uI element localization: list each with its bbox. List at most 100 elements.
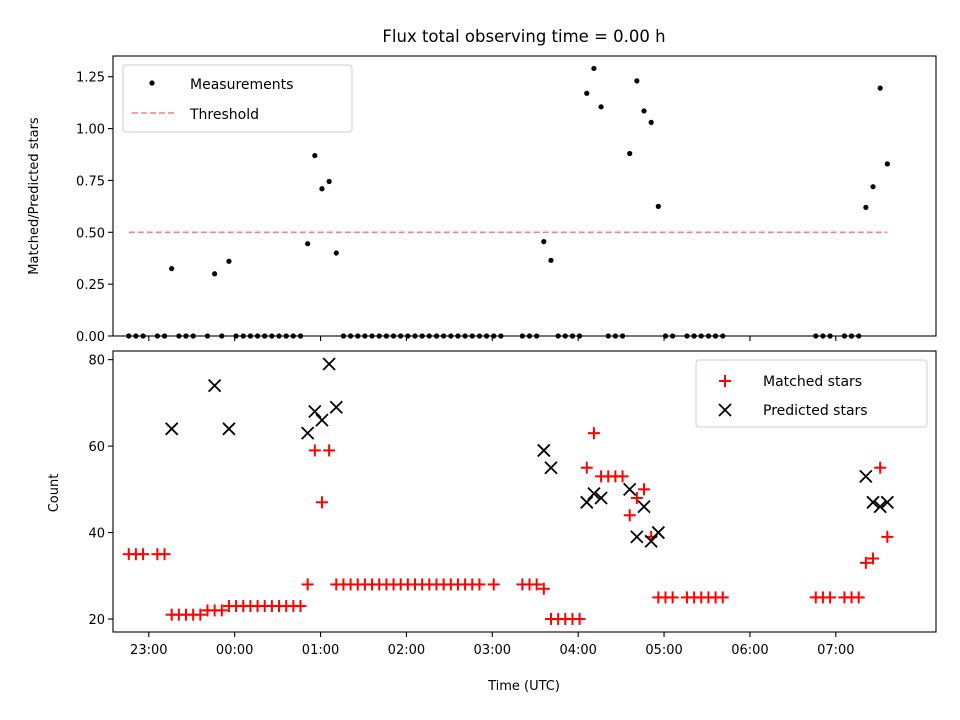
matched-stars-point	[487, 578, 500, 591]
ratio-y-tick-label: 0.25	[76, 278, 105, 293]
x-tick-label: 06:00	[731, 643, 768, 658]
predicted-stars-point	[315, 413, 329, 427]
matched-stars-point	[308, 444, 321, 457]
predicted-stars-point	[308, 404, 322, 419]
measurement-point	[591, 65, 597, 72]
predicted-stars-point	[623, 482, 637, 496]
x-tick-label: 05:00	[645, 643, 682, 658]
measurement-point	[548, 257, 554, 263]
measurement-point	[212, 271, 218, 277]
predicted-stars-point	[594, 491, 608, 505]
matched-stars-point	[580, 461, 593, 474]
x-tick-label: 23:00	[130, 643, 167, 658]
count-marks	[122, 357, 894, 626]
predicted-stars-point	[859, 469, 873, 484]
predicted-stars-point	[301, 426, 315, 440]
measurement-point	[877, 85, 883, 91]
matched-stars-point	[215, 604, 228, 617]
measurement-point	[648, 119, 654, 125]
matched-stars-point	[716, 591, 729, 604]
x-tick-label: 07:00	[817, 643, 854, 658]
x-tick-label: 00:00	[216, 643, 253, 658]
predicted-stars-point	[866, 495, 880, 509]
measurement-point	[655, 203, 661, 209]
legend-threshold-label: Threshold	[189, 107, 259, 123]
count-legend-box	[695, 359, 928, 428]
matched-stars-point	[537, 582, 550, 595]
matched-stars-point	[587, 427, 600, 440]
matched-stars-point	[859, 556, 872, 569]
matched-stars-point	[194, 608, 207, 621]
measurement-point	[884, 161, 890, 167]
predicted-stars-point	[222, 422, 236, 436]
measurement-point	[541, 239, 547, 245]
measurement-point	[598, 104, 604, 110]
matched-stars-point	[852, 591, 865, 604]
predicted-stars-point	[207, 378, 222, 393]
legend-predicted-marker	[718, 403, 732, 417]
predicted-stars-point	[873, 499, 887, 514]
matched-stars-point	[315, 496, 328, 509]
predicted-stars-point	[587, 487, 601, 501]
measurement-point	[319, 186, 325, 192]
matched-stars-point	[623, 509, 636, 522]
count-axes-frame	[112, 350, 937, 633]
matched-stars-point	[867, 552, 880, 565]
measurement-point	[226, 258, 232, 264]
ratio-panel: Flux total observing time = 0.00 h Match…	[27, 27, 937, 345]
matched-stars-point	[824, 591, 837, 604]
predicted-stars-point	[644, 534, 658, 548]
count-y-tick-label: 40	[88, 527, 105, 542]
ratio-legend: Measurements Threshold	[122, 64, 353, 133]
count-panel: Count Time (UTC) 20 40 60 80 23:00 00:00 01:0…	[47, 350, 937, 694]
matched-stars-point	[294, 600, 307, 613]
measurement-point	[870, 184, 876, 190]
measurement-point	[312, 152, 318, 159]
predicted-stars-point	[165, 422, 179, 436]
matched-stars-point	[630, 491, 643, 504]
measurement-point	[627, 150, 633, 157]
count-y-axis-label: Count	[47, 474, 62, 513]
matched-stars-point	[323, 444, 336, 457]
measurement-point	[641, 108, 647, 114]
predicted-stars-point	[322, 357, 336, 371]
matched-stars-point	[301, 578, 314, 591]
predicted-stars-point	[630, 530, 644, 544]
predicted-stars-point	[544, 461, 558, 475]
matched-stars-point	[638, 483, 651, 496]
x-tick-label: 03:00	[474, 643, 511, 658]
ratio-legend-box	[122, 64, 353, 133]
measurement-point	[634, 78, 640, 84]
x-tick-label: 01:00	[302, 643, 339, 658]
ratio-y-ticks: 0.00 0.25 0.50 0.75 1.00 1.25	[76, 71, 113, 345]
matched-stars-point	[137, 548, 150, 561]
x-axis-label: Time (UTC)	[487, 679, 560, 694]
matched-stars-point	[666, 591, 679, 604]
ratio-axes-frame	[112, 55, 937, 337]
legend-predicted-label: Predicted stars	[763, 403, 868, 419]
count-y-tick-label: 20	[88, 613, 105, 628]
ratio-y-axis-label: Matched/Predicted stars	[27, 117, 42, 275]
x-tick-label: 04:00	[559, 643, 596, 658]
matched-stars-point	[473, 578, 486, 591]
matched-stars-point	[158, 548, 171, 561]
count-y-ticks: 20 40 60 80	[88, 354, 113, 628]
chart-title: Flux total observing time = 0.00 h	[382, 27, 665, 46]
measurement-point	[169, 265, 175, 272]
predicted-stars-point	[651, 525, 665, 540]
predicted-stars-point	[329, 400, 343, 414]
ratio-y-tick-label: 0.75	[76, 174, 105, 189]
predicted-stars-point	[637, 499, 651, 514]
matched-stars-point	[530, 578, 543, 591]
measurement-point	[863, 204, 869, 211]
legend-measurements-marker	[149, 80, 155, 86]
ratio-y-tick-label: 0.50	[76, 226, 105, 241]
matched-stars-point	[616, 470, 629, 483]
measurement-point	[305, 241, 311, 247]
ratio-y-tick-label: 1.00	[76, 123, 105, 138]
x-tick-label: 02:00	[388, 643, 425, 658]
matched-stars-point	[573, 613, 586, 626]
predicted-stars-point	[880, 495, 894, 509]
ratio-y-tick-label: 0.00	[76, 330, 105, 345]
